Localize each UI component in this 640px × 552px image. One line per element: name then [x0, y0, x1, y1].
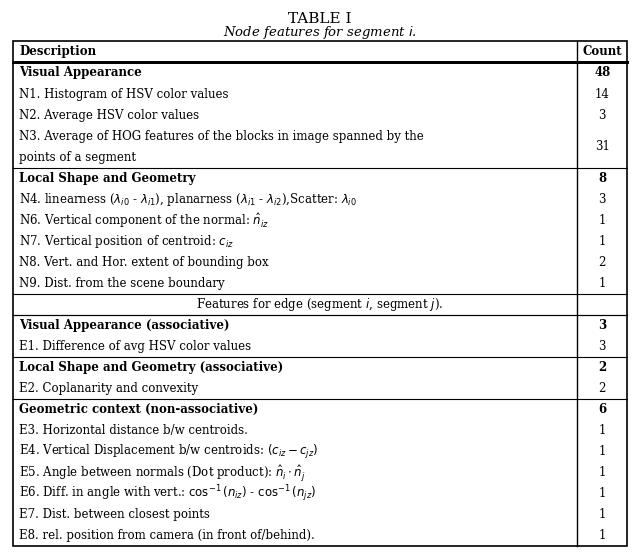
- Text: 8: 8: [598, 172, 606, 185]
- Text: E8. rel. position from camera (in front of/behind).: E8. rel. position from camera (in front …: [19, 529, 315, 543]
- Text: 3: 3: [598, 319, 606, 332]
- Text: N2. Average HSV color values: N2. Average HSV color values: [19, 109, 199, 121]
- Text: 2: 2: [598, 256, 606, 269]
- Text: Geometric context (non-associative): Geometric context (non-associative): [19, 403, 259, 416]
- Text: Visual Appearance (associative): Visual Appearance (associative): [19, 319, 230, 332]
- Text: 1: 1: [598, 445, 606, 458]
- Text: Description: Description: [19, 45, 97, 59]
- Text: Visual Appearance: Visual Appearance: [19, 66, 142, 79]
- Text: E6. Diff. in angle with vert.: $\cos^{-1}(n_{iz})$ - $\cos^{-1}(n_{jz})$: E6. Diff. in angle with vert.: $\cos^{-1…: [19, 484, 317, 504]
- Text: E3. Horizontal distance b/w centroids.: E3. Horizontal distance b/w centroids.: [19, 424, 248, 437]
- Text: N3. Average of HOG features of the blocks in image spanned by the: N3. Average of HOG features of the block…: [19, 130, 424, 142]
- Text: TABLE I: TABLE I: [288, 12, 352, 26]
- Text: Features for edge (segment $i$, segment $j$).: Features for edge (segment $i$, segment …: [196, 296, 444, 313]
- Text: 1: 1: [598, 487, 606, 500]
- Text: E7. Dist. between closest points: E7. Dist. between closest points: [19, 508, 210, 522]
- Text: 3: 3: [598, 340, 606, 353]
- Text: E2. Coplanarity and convexity: E2. Coplanarity and convexity: [19, 382, 198, 395]
- Text: 48: 48: [594, 66, 611, 79]
- Text: 1: 1: [598, 214, 606, 227]
- Text: 1: 1: [598, 424, 606, 437]
- Text: Node features for segment $i$.: Node features for segment $i$.: [223, 24, 417, 41]
- Text: N8. Vert. and Hor. extent of bounding box: N8. Vert. and Hor. extent of bounding bo…: [19, 256, 269, 269]
- Text: N4. linearness ($\lambda_{i0}$ - $\lambda_{i1}$), planarness ($\lambda_{i1}$ - $: N4. linearness ($\lambda_{i0}$ - $\lambd…: [19, 191, 357, 208]
- Text: 2: 2: [598, 361, 606, 374]
- Text: Local Shape and Geometry (associative): Local Shape and Geometry (associative): [19, 361, 284, 374]
- Text: Local Shape and Geometry: Local Shape and Geometry: [19, 172, 196, 185]
- Text: N9. Dist. from the scene boundary: N9. Dist. from the scene boundary: [19, 277, 225, 290]
- Text: 1: 1: [598, 529, 606, 543]
- Text: E1. Difference of avg HSV color values: E1. Difference of avg HSV color values: [19, 340, 252, 353]
- Text: 3: 3: [598, 109, 606, 121]
- Text: 2: 2: [598, 382, 606, 395]
- Text: 6: 6: [598, 403, 606, 416]
- Text: N7. Vertical position of centroid: $c_{iz}$: N7. Vertical position of centroid: $c_{i…: [19, 233, 234, 250]
- Text: E5. Angle between normals (Dot product): $\hat{n}_i \cdot \hat{n}_j$: E5. Angle between normals (Dot product):…: [19, 463, 306, 483]
- Text: N1. Histogram of HSV color values: N1. Histogram of HSV color values: [19, 88, 228, 100]
- Text: 14: 14: [595, 88, 610, 100]
- Text: Count: Count: [582, 45, 622, 59]
- Text: 1: 1: [598, 235, 606, 248]
- Text: points of a segment: points of a segment: [19, 151, 136, 163]
- Text: 3: 3: [598, 193, 606, 206]
- Text: N6. Vertical component of the normal: $\hat{n}_{iz}$: N6. Vertical component of the normal: $\…: [19, 211, 269, 230]
- Text: E4. Vertical Displacement b/w centroids: $(c_{iz} - c_{jz})$: E4. Vertical Displacement b/w centroids:…: [19, 443, 319, 461]
- Text: 1: 1: [598, 277, 606, 290]
- Text: 1: 1: [598, 508, 606, 522]
- Text: 31: 31: [595, 140, 610, 153]
- Text: 1: 1: [598, 466, 606, 479]
